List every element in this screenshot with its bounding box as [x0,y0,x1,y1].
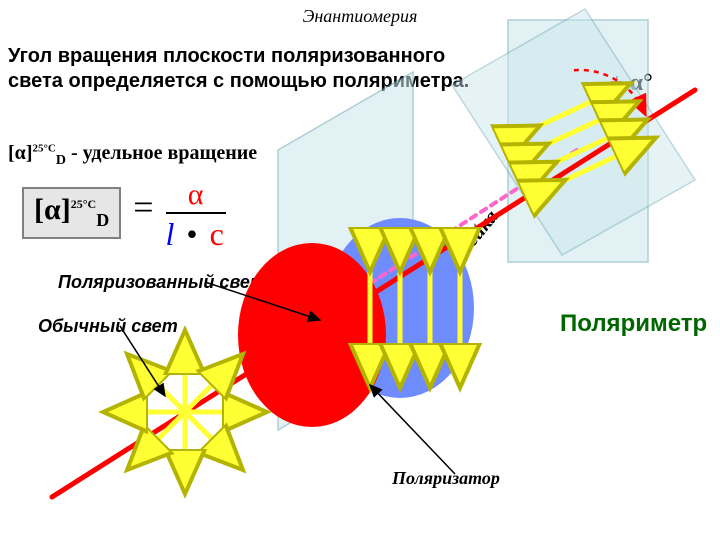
callout-polarizer [370,385,455,474]
callout-ordinary [120,326,165,396]
diagram-svg [0,0,720,540]
ordinary-light-icon [123,350,247,474]
stage: Энантиомерия Угол вращения плоскости пол… [0,0,720,540]
polarizer-ellipse-icon [238,243,386,427]
